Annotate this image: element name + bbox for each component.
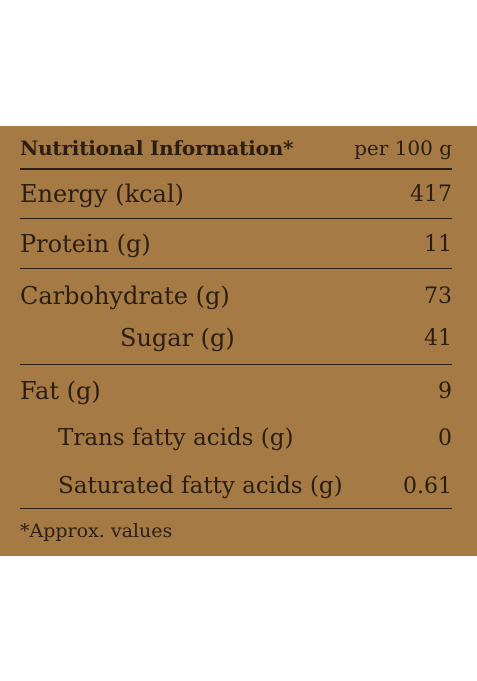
footnote: *Approx. values: [20, 520, 173, 542]
row-divider: [20, 218, 452, 219]
nutrient-name: Sugar (g): [120, 324, 235, 352]
nutrient-value: 0.61: [403, 473, 452, 499]
row-divider: [20, 268, 452, 269]
nutrient-name: Carbohydrate (g): [20, 282, 230, 310]
nutrient-row-carbohydrate: Carbohydrate (g) 73: [20, 279, 452, 313]
nutrition-label-panel: [0, 126, 477, 556]
nutrient-name: Fat (g): [20, 377, 101, 405]
nutrient-name: Protein (g): [20, 230, 151, 258]
row-divider: [20, 364, 452, 365]
row-divider: [20, 508, 452, 509]
nutrient-value: 9: [438, 378, 452, 404]
nutrient-value: 73: [424, 283, 452, 309]
nutrient-row-trans-fat: Trans fatty acids (g) 0: [20, 421, 452, 455]
nutrient-name: Saturated fatty acids (g): [58, 473, 343, 499]
nutrient-row-fat: Fat (g) 9: [20, 374, 452, 408]
nutrient-row-protein: Protein (g) 11: [20, 227, 452, 261]
header-divider: [20, 168, 452, 170]
nutrition-title: Nutritional Information*: [20, 136, 294, 160]
nutrient-value: 417: [410, 181, 452, 207]
nutrient-value: 11: [424, 231, 452, 257]
nutrient-row-sugar: Sugar (g) 41: [20, 321, 452, 355]
nutrient-row-saturated-fat: Saturated fatty acids (g) 0.61: [20, 469, 452, 503]
serving-unit: per 100 g: [354, 136, 452, 160]
nutrient-row-energy: Energy (kcal) 417: [20, 177, 452, 211]
nutrient-value: 41: [424, 325, 452, 351]
nutrient-value: 0: [438, 425, 452, 451]
nutrition-header: Nutritional Information* per 100 g: [20, 133, 452, 163]
nutrient-name: Energy (kcal): [20, 180, 184, 208]
nutrient-name: Trans fatty acids (g): [58, 425, 294, 451]
